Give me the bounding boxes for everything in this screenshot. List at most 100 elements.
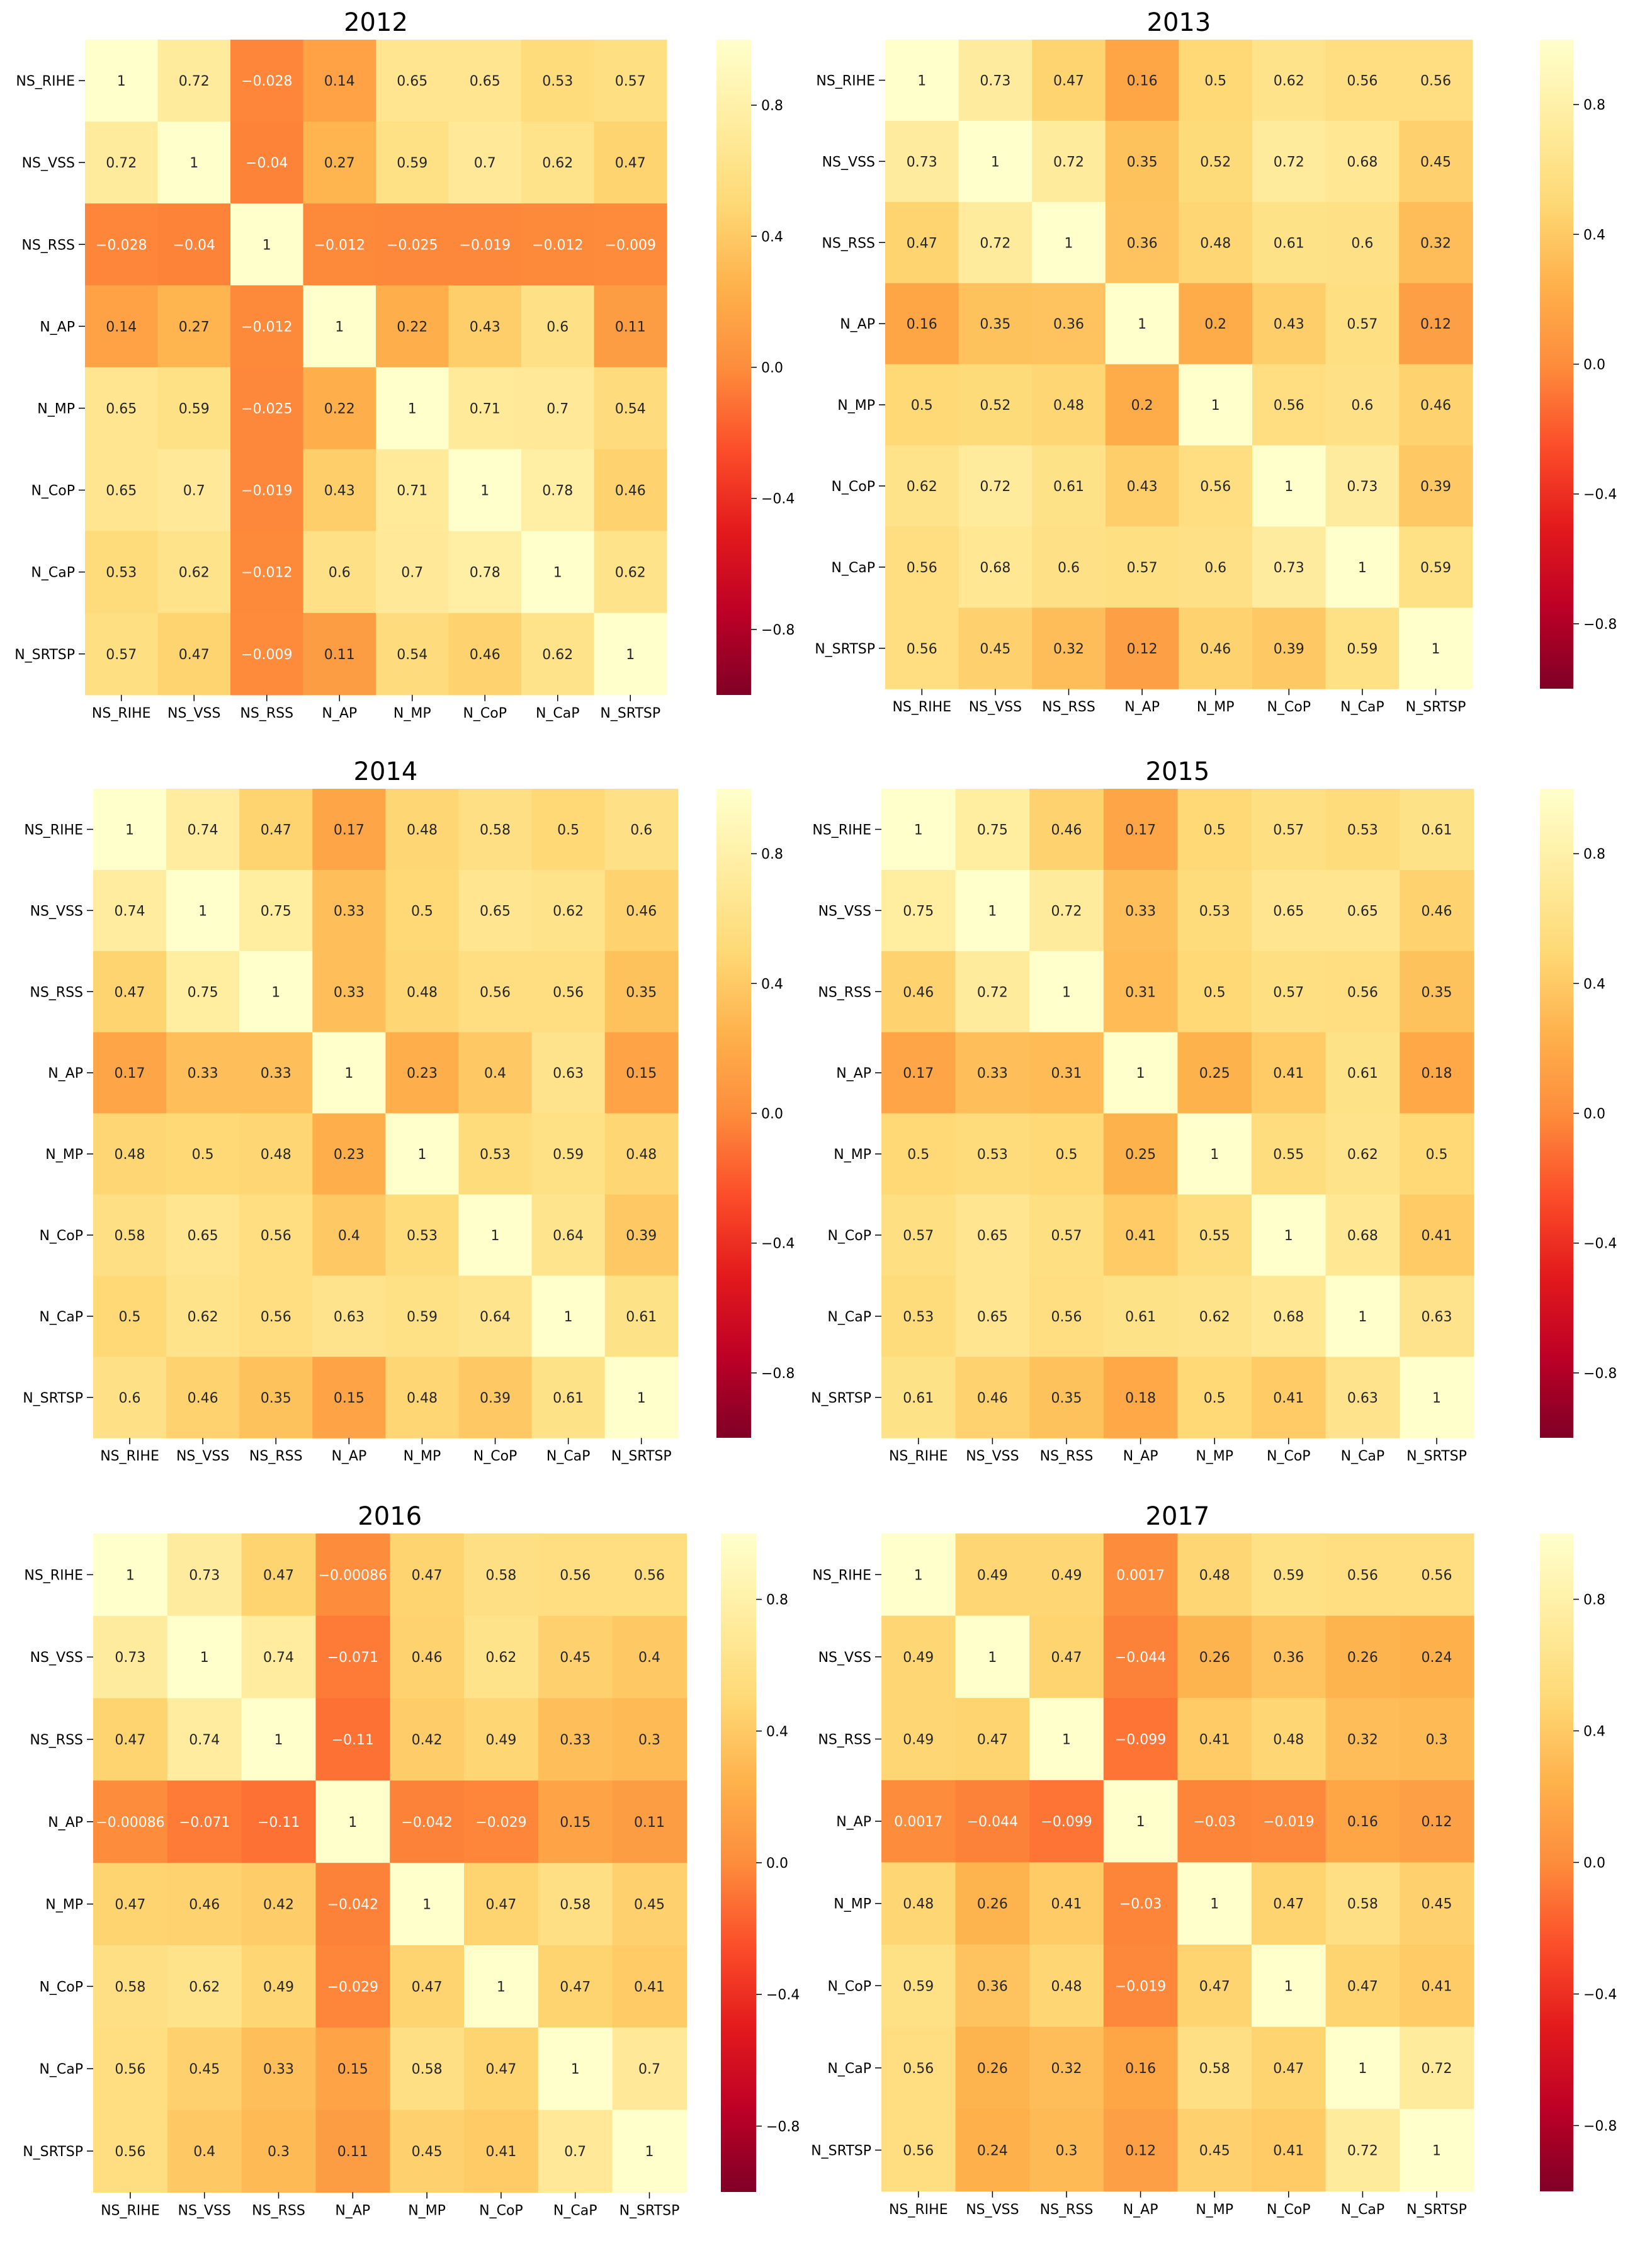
- x-tick-label: N_CoP: [473, 1449, 518, 1464]
- cell-value-label: 1: [1138, 317, 1146, 332]
- heatmap-cell: [1399, 120, 1473, 203]
- cell-value-label: 0.16: [1125, 2061, 1156, 2077]
- heatmap-cell: [1400, 869, 1474, 952]
- cell-value-label: 1: [1211, 398, 1220, 414]
- cell-value-label: −0.012: [314, 237, 365, 253]
- cell-value-label: 0.56: [907, 560, 937, 576]
- cell-value-label: 1: [1284, 1228, 1293, 1244]
- cell-value-label: 0.59: [179, 401, 210, 417]
- heatmap-cell: [1400, 1113, 1474, 1195]
- heatmap-cell: [1103, 951, 1178, 1033]
- cell-value-label: 0.56: [1347, 985, 1378, 1000]
- cell-value-label: −0.11: [332, 1732, 374, 1748]
- cell-value-label: −0.00086: [319, 1567, 387, 1583]
- heatmap-cell: [85, 449, 159, 532]
- heatmap-cell: [1177, 1275, 1252, 1357]
- heatmap-cell: [958, 120, 1032, 203]
- cell-value-label: −0.025: [241, 401, 292, 417]
- heatmap-cell: [93, 1194, 167, 1276]
- x-tick-label: NS_RIHE: [892, 699, 951, 715]
- x-tick-label: NS_RSS: [252, 2203, 305, 2218]
- heatmap-cell: [531, 1357, 606, 1438]
- cell-value-label: 0.73: [1274, 560, 1304, 576]
- heatmap-cell: [1029, 1533, 1104, 1617]
- cell-value-label: 1: [1284, 1979, 1293, 1994]
- heatmap-cell: [241, 1698, 316, 1781]
- heatmap-cell: [1105, 120, 1179, 203]
- cell-value-label: 0.5: [907, 1147, 929, 1163]
- cell-value-label: 0.57: [1273, 985, 1304, 1000]
- x-tick-label: N_SRTSP: [611, 1449, 672, 1464]
- heatmap-cell: [604, 1357, 679, 1438]
- heatmap-cell: [594, 531, 667, 614]
- heatmap-cell: [166, 1275, 240, 1357]
- cell-value-label: 0.62: [1347, 1147, 1378, 1163]
- cell-value-label: 0.41: [1273, 1391, 1304, 1406]
- cell-value-label: 0.61: [1422, 822, 1452, 838]
- cell-value-label: 0.47: [261, 822, 291, 838]
- x-tick-label: N_CaP: [553, 2203, 597, 2218]
- cell-value-label: 0.57: [106, 647, 137, 663]
- cell-value-label: 0.65: [977, 1309, 1008, 1325]
- heatmap-cell: [612, 1533, 687, 1617]
- cell-value-label: 0.75: [188, 985, 218, 1000]
- heatmap-cell: [390, 1863, 465, 1946]
- cell-value-label: 0.33: [334, 903, 365, 919]
- heatmap-cell: [464, 1945, 539, 2028]
- heatmap-cell: [1103, 1533, 1178, 1617]
- heatmap-cell: [1252, 1032, 1327, 1114]
- heatmap-cell: [881, 1275, 956, 1357]
- heatmap-cell: [1105, 526, 1179, 608]
- heatmap-cell: [312, 1032, 386, 1114]
- heatmap-cell: [1325, 1615, 1400, 1698]
- cell-value-label: 0.41: [485, 2144, 516, 2160]
- cell-value-label: 0.25: [1199, 1066, 1230, 1082]
- cell-value-label: 0.55: [1199, 1228, 1230, 1244]
- heatmap-cell: [958, 607, 1032, 689]
- cell-value-label: 0.12: [1125, 2144, 1156, 2159]
- heatmap-cell: [885, 283, 959, 365]
- heatmap-cell: [1029, 1615, 1104, 1698]
- heatmap-cell: [1399, 526, 1473, 608]
- cell-value-label: 0.56: [1420, 73, 1451, 89]
- cell-value-label: 0.49: [903, 1732, 934, 1748]
- cell-value-label: −0.099: [1115, 1732, 1166, 1748]
- cell-value-label: 0.47: [485, 2062, 516, 2077]
- heatmap-cell: [594, 203, 667, 286]
- colorbar-tick-label: 0.0: [766, 1856, 788, 1872]
- heatmap-cell: [958, 364, 1032, 446]
- cell-value-label: 0.5: [1426, 1147, 1448, 1163]
- heatmap-panel-2015: 2015 1 0.75 0.46 0.17 0.5 0.57 0.53 0.61 0.75 1 0.7…: [811, 757, 1617, 1464]
- x-tick-label: N_SRTSP: [1406, 2202, 1467, 2218]
- heatmap-cell: [612, 1780, 687, 1863]
- cell-value-label: 0.0017: [894, 1814, 942, 1830]
- y-tick-label: N_SRTSP: [23, 1391, 83, 1406]
- y-tick-label: N_CoP: [39, 1979, 83, 1995]
- heatmap-cell: [93, 1945, 168, 2028]
- heatmap-cell: [157, 40, 231, 122]
- colorbar-tick-label: 0.8: [766, 1593, 788, 1608]
- cell-value-label: 0.56: [907, 641, 937, 657]
- x-tick-label: N_CoP: [479, 2203, 523, 2218]
- cell-value-label: 0.56: [115, 2062, 145, 2077]
- heatmap-cell: [881, 1357, 956, 1438]
- heatmap-cell: [1399, 445, 1473, 527]
- heatmap-cell: [521, 367, 595, 450]
- cell-value-label: 0.71: [397, 483, 427, 499]
- heatmap-cell: [1325, 1113, 1400, 1195]
- colorbar: [1540, 789, 1573, 1438]
- cell-value-label: 1: [125, 822, 134, 838]
- cell-value-label: −0.012: [241, 319, 292, 335]
- heatmap-cell: [955, 1698, 1030, 1781]
- cell-value-label: 0.45: [634, 1897, 665, 1913]
- heatmap-cell: [531, 1032, 606, 1114]
- cell-value-label: 0.71: [470, 401, 501, 417]
- cell-value-label: 0.11: [634, 1815, 665, 1831]
- x-tick-label: NS_VSS: [966, 2202, 1019, 2218]
- cell-value-label: 0.52: [980, 398, 1010, 414]
- heatmap-cell: [93, 1698, 168, 1781]
- heatmap-cell: [1029, 1275, 1104, 1357]
- heatmap-cell: [1032, 607, 1106, 689]
- cell-value-label: 0.33: [977, 1066, 1008, 1082]
- cell-value-label: 0.63: [334, 1309, 365, 1325]
